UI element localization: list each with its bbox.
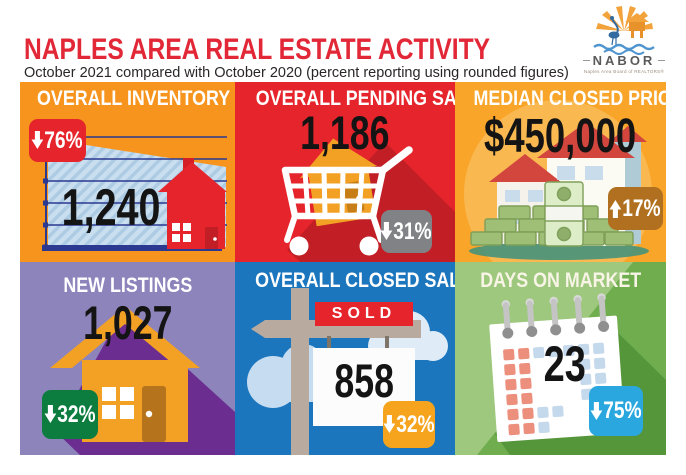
panel-title: MEDIAN CLOSED PRICE xyxy=(473,87,666,110)
binder-rings-icon xyxy=(501,293,610,339)
panel-title: DAYS ON MARKET xyxy=(479,269,641,292)
change-value: 32% xyxy=(396,410,435,438)
windows-icon xyxy=(102,387,134,419)
orange-house-icon xyxy=(50,306,235,455)
up-arrow-icon xyxy=(609,200,622,218)
change-badge: 31% xyxy=(380,210,433,253)
panel-value: $450,000 xyxy=(484,110,637,163)
sign-hook-icon xyxy=(385,336,389,349)
sold-label: SOLD xyxy=(331,305,397,322)
cart-wheel-icon xyxy=(289,236,309,256)
change-badge: 32% xyxy=(42,390,98,439)
money-stack-icon xyxy=(470,181,634,247)
waves-icon xyxy=(593,43,655,55)
panel-overall-pending-sales: OVERALL PENDING SALES 1,186 31% xyxy=(235,82,455,262)
panel-median-closed-price: MEDIAN CLOSED PRICE $450,000 17% xyxy=(455,82,666,262)
panel-value: 1,186 xyxy=(300,106,390,159)
heron-icon xyxy=(608,16,620,46)
panel-value: 1,240 xyxy=(61,179,161,237)
down-arrow-icon xyxy=(590,401,603,420)
pier-icon xyxy=(625,13,649,38)
baseline-icon xyxy=(42,245,222,251)
change-badge: 75% xyxy=(589,386,643,436)
sold-plate-icon xyxy=(315,302,413,326)
stats-grid: OVERALL INVENTORY 1,240 76% xyxy=(20,82,666,455)
panel-overall-inventory: OVERALL INVENTORY 1,240 76% xyxy=(20,82,235,262)
panel-days-on-market: DAYS ON MARKET 23 75% xyxy=(455,262,666,455)
page-subtitle: October 2021 compared with October 2020 … xyxy=(24,64,569,81)
change-value: 76% xyxy=(44,126,84,154)
red-house-icon xyxy=(158,158,227,249)
change-value: 32% xyxy=(57,400,96,428)
change-badge: 32% xyxy=(383,401,435,448)
house-body-icon xyxy=(82,360,188,442)
logo-tagline: Naples Area Board of REALTORS® xyxy=(583,69,665,74)
inventory-chart-icon xyxy=(42,132,227,251)
panel-overall-closed-sales: OVERALL CLOSED SALES SOLD 858 32% xyxy=(235,262,455,455)
logo-wordmark: NABOR xyxy=(580,53,668,68)
change-value: 31% xyxy=(393,217,433,245)
panel-value: 23 xyxy=(543,336,587,392)
down-arrow-icon xyxy=(380,222,393,240)
panel-title: OVERALL PENDING SALES xyxy=(255,87,455,110)
down-arrow-icon xyxy=(44,405,57,423)
change-value: 75% xyxy=(603,397,642,424)
down-arrow-icon xyxy=(383,415,396,433)
panel-new-listings: NEW LISTINGS 1,027 32% xyxy=(20,262,235,455)
change-badge: 76% xyxy=(29,119,86,162)
panel-title: OVERALL INVENTORY xyxy=(37,87,231,110)
panel-title: OVERALL CLOSED SALES xyxy=(255,269,455,292)
door-icon xyxy=(142,386,166,442)
change-value: 17% xyxy=(622,194,662,222)
doorknob-icon xyxy=(145,410,153,418)
nabor-logo: NABOR Naples Area Board of REALTORS® xyxy=(580,5,668,74)
house-money-icon xyxy=(464,100,652,262)
page-title: NAPLES AREA REAL ESTATE ACTIVITY xyxy=(24,33,491,67)
ground-icon xyxy=(469,242,649,260)
panel-value: 858 xyxy=(334,354,394,407)
panel-title: NEW LISTINGS xyxy=(63,274,192,297)
roof-icon xyxy=(50,306,200,368)
sign-hook-icon xyxy=(327,336,331,349)
panel-value: 1,027 xyxy=(82,296,173,349)
down-arrow-icon xyxy=(31,131,44,149)
nabor-logo-icon xyxy=(593,6,655,55)
change-badge: 17% xyxy=(608,187,663,230)
cart-wheel-icon xyxy=(359,236,379,256)
